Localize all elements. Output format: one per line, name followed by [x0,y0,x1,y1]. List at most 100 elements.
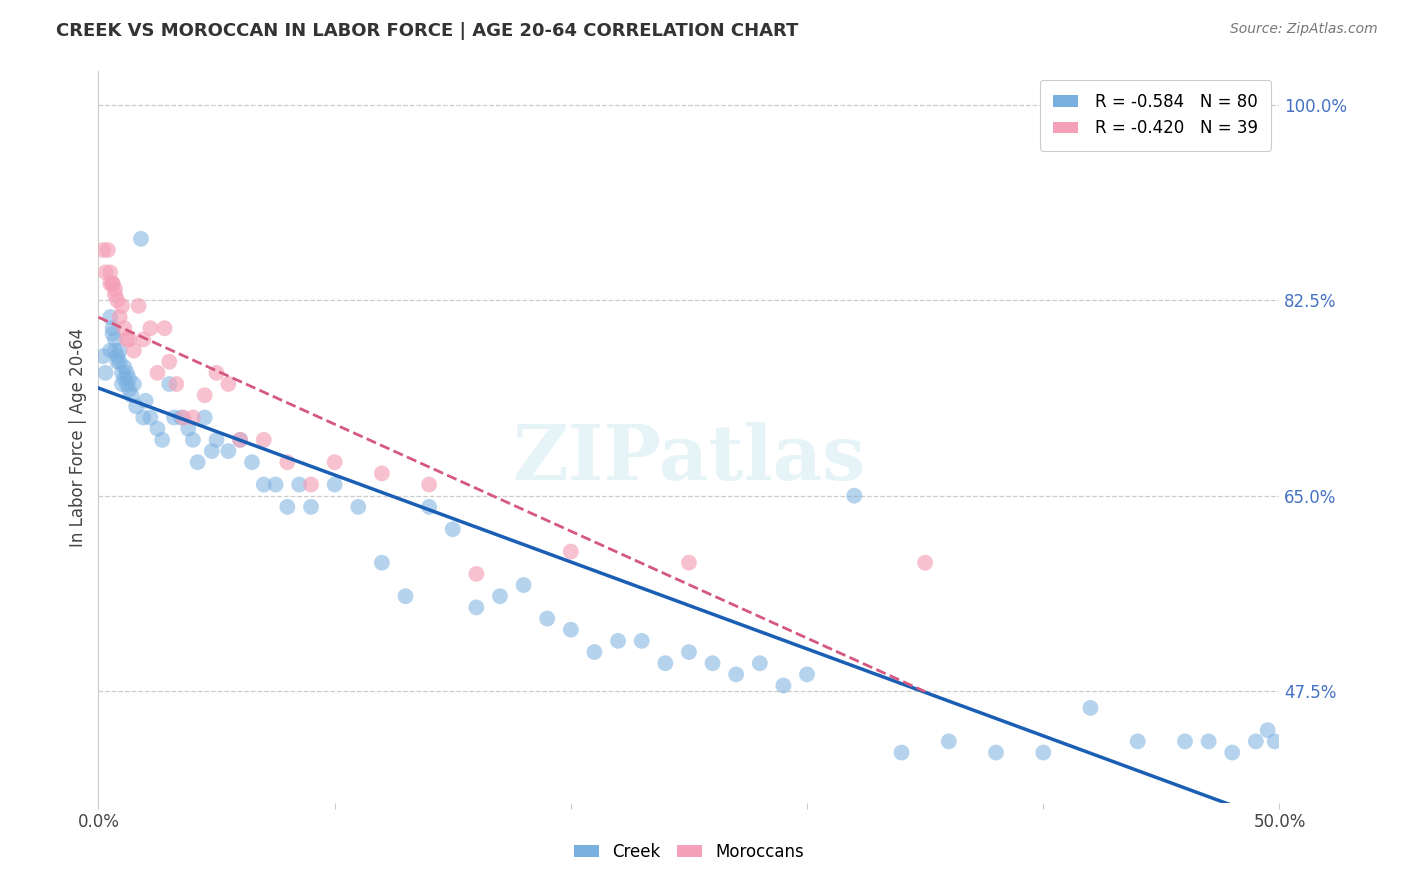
Point [122,343,145,358]
Point [153,321,176,335]
Point [288,477,311,491]
Point [1198,734,1220,748]
Legend: Creek, Moroccans: Creek, Moroccans [567,837,811,868]
Point [112,360,135,375]
Point [489,589,512,603]
Point [654,657,676,671]
Point [536,611,558,625]
Point [1174,734,1197,748]
Point [94,366,117,380]
Point [98,277,121,291]
Point [418,477,440,491]
Point [118,371,141,385]
Point [132,410,155,425]
Point [101,326,124,341]
Point [1264,734,1286,748]
Point [1244,734,1267,748]
Point [1080,701,1102,715]
Point [150,433,173,447]
Point [512,578,534,592]
Text: Source: ZipAtlas.com: Source: ZipAtlas.com [1230,22,1378,37]
Point [104,287,127,301]
Point [205,433,228,447]
Point [101,277,124,291]
Point [299,500,322,514]
Text: CREEK VS MOROCCAN IN LABOR FORCE | AGE 20-64 CORRELATION CHART: CREEK VS MOROCCAN IN LABOR FORCE | AGE 2… [56,22,799,40]
Point [163,410,186,425]
Point [177,422,200,436]
Point [112,371,135,385]
Point [112,321,135,335]
Point [104,343,127,358]
Point [98,310,121,324]
Point [121,388,143,402]
Point [796,667,818,681]
Point [323,455,346,469]
Point [172,410,194,425]
Point [111,299,134,313]
Point [201,444,224,458]
Point [104,282,127,296]
Point [253,477,276,491]
Point [748,657,770,671]
Point [187,455,209,469]
Point [217,444,239,458]
Point [560,623,582,637]
Point [125,400,148,414]
Point [371,467,394,481]
Point [678,556,700,570]
Point [1257,723,1279,738]
Point [844,489,866,503]
Point [217,377,239,392]
Point [194,410,217,425]
Point [108,354,131,368]
Point [105,293,128,308]
Point [108,310,131,324]
Point [118,332,141,346]
Y-axis label: In Labor Force | Age 20-64: In Labor Force | Age 20-64 [69,327,87,547]
Point [98,265,121,279]
Point [194,388,217,402]
Point [347,500,370,514]
Point [105,354,128,368]
Point [129,232,152,246]
Point [1126,734,1149,748]
Point [91,243,114,257]
Point [229,433,252,447]
Point [146,366,169,380]
Point [104,332,127,346]
Point [170,410,193,425]
Point [299,477,322,491]
Point [725,667,748,681]
Point [98,343,121,358]
Point [115,332,138,346]
Point [122,377,145,392]
Point [394,589,416,603]
Point [702,657,724,671]
Point [890,746,912,760]
Point [181,433,204,447]
Point [181,410,204,425]
Point [139,410,162,425]
Point [441,522,464,536]
Point [276,500,298,514]
Point [132,332,155,346]
Point [108,343,131,358]
Point [371,556,394,570]
Point [938,734,960,748]
Point [465,600,488,615]
Point [105,349,128,363]
Point [111,377,134,392]
Point [253,433,276,447]
Point [583,645,606,659]
Point [135,393,157,408]
Point [678,645,700,659]
Point [165,377,187,392]
Point [276,455,298,469]
Point [630,633,652,648]
Point [607,633,630,648]
Point [94,265,117,279]
Point [418,500,440,514]
Point [97,243,120,257]
Point [128,299,150,313]
